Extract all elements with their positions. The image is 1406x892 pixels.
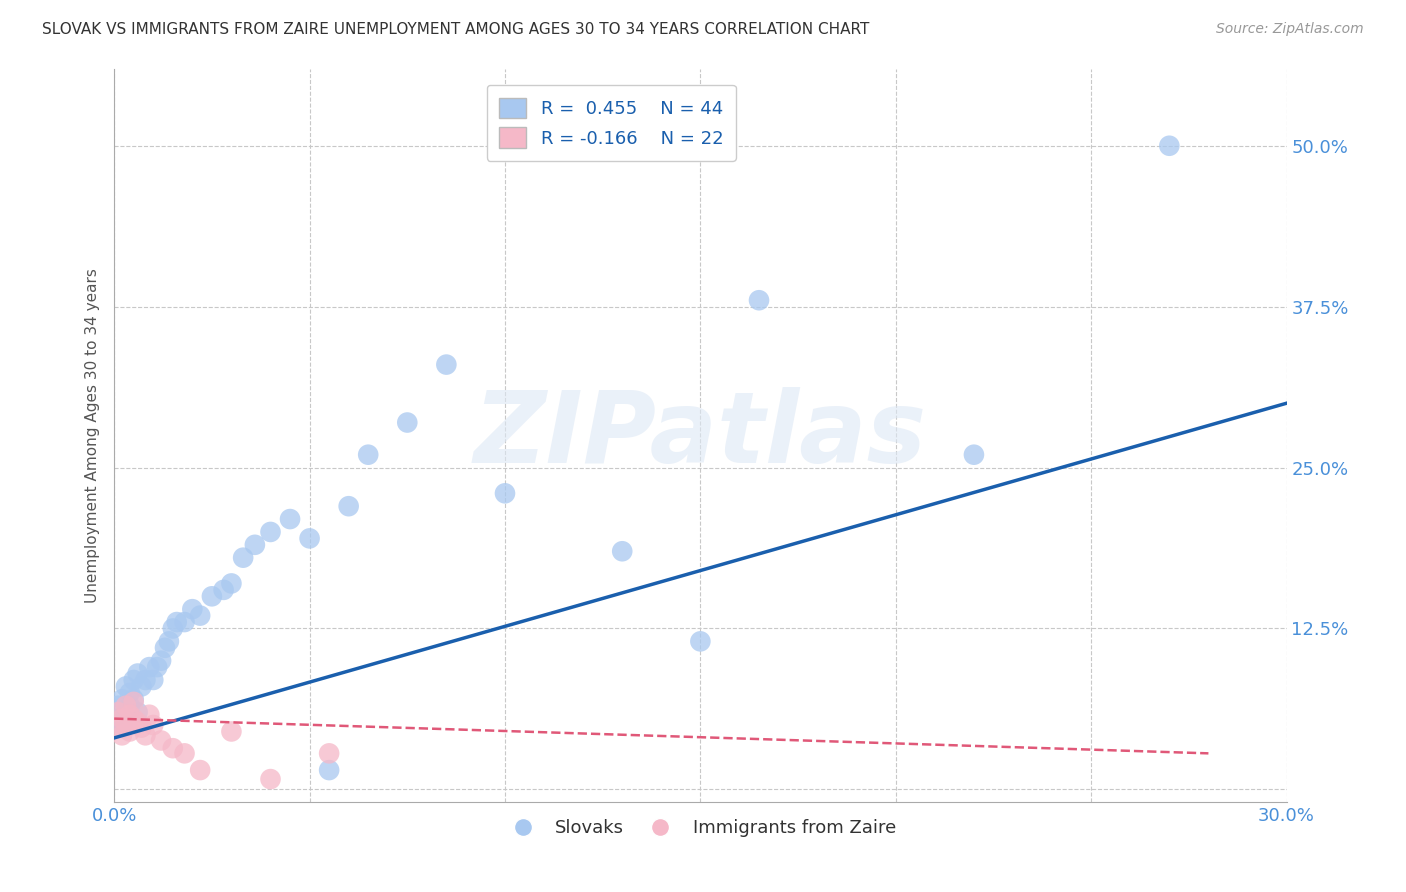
- Point: [963, 448, 986, 462]
- Point: [142, 718, 165, 732]
- Point: [111, 728, 134, 742]
- Point: [115, 705, 138, 719]
- Point: [115, 698, 138, 713]
- Text: Source: ZipAtlas.com: Source: ZipAtlas.com: [1216, 22, 1364, 37]
- Point: [173, 615, 195, 629]
- Point: [494, 486, 516, 500]
- Point: [118, 698, 141, 713]
- Point: [127, 666, 149, 681]
- Point: [153, 640, 176, 655]
- Point: [162, 622, 184, 636]
- Point: [212, 582, 235, 597]
- Point: [278, 512, 301, 526]
- Point: [166, 615, 188, 629]
- Point: [107, 705, 129, 719]
- Point: [118, 724, 141, 739]
- Point: [122, 712, 145, 726]
- Point: [138, 660, 160, 674]
- Point: [107, 698, 129, 713]
- Point: [434, 358, 457, 372]
- Point: [243, 538, 266, 552]
- Point: [612, 544, 634, 558]
- Point: [107, 721, 129, 735]
- Point: [142, 673, 165, 687]
- Point: [150, 733, 173, 747]
- Legend: Slovaks, Immigrants from Zaire: Slovaks, Immigrants from Zaire: [498, 812, 903, 845]
- Point: [259, 772, 281, 786]
- Point: [298, 532, 321, 546]
- Point: [396, 416, 419, 430]
- Point: [173, 747, 195, 761]
- Point: [201, 590, 224, 604]
- Point: [1159, 138, 1181, 153]
- Point: [150, 654, 173, 668]
- Point: [111, 718, 134, 732]
- Point: [748, 293, 770, 308]
- Point: [188, 763, 211, 777]
- Point: [134, 673, 156, 687]
- Point: [318, 747, 340, 761]
- Point: [689, 634, 711, 648]
- Y-axis label: Unemployment Among Ages 30 to 34 years: Unemployment Among Ages 30 to 34 years: [86, 268, 100, 603]
- Point: [127, 715, 149, 730]
- Point: [138, 707, 160, 722]
- Point: [127, 705, 149, 719]
- Point: [131, 721, 153, 735]
- Point: [146, 660, 169, 674]
- Point: [122, 695, 145, 709]
- Point: [221, 724, 243, 739]
- Point: [337, 499, 360, 513]
- Point: [357, 448, 380, 462]
- Point: [115, 680, 138, 694]
- Point: [118, 686, 141, 700]
- Point: [122, 673, 145, 687]
- Point: [318, 763, 340, 777]
- Point: [221, 576, 243, 591]
- Point: [134, 728, 156, 742]
- Point: [188, 608, 211, 623]
- Text: ZIPatlas: ZIPatlas: [474, 387, 927, 483]
- Point: [115, 718, 138, 732]
- Point: [107, 712, 129, 726]
- Point: [111, 692, 134, 706]
- Point: [157, 634, 180, 648]
- Point: [232, 550, 254, 565]
- Point: [181, 602, 204, 616]
- Point: [111, 712, 134, 726]
- Point: [162, 741, 184, 756]
- Point: [131, 680, 153, 694]
- Point: [259, 524, 281, 539]
- Point: [118, 707, 141, 722]
- Point: [122, 692, 145, 706]
- Text: SLOVAK VS IMMIGRANTS FROM ZAIRE UNEMPLOYMENT AMONG AGES 30 TO 34 YEARS CORRELATI: SLOVAK VS IMMIGRANTS FROM ZAIRE UNEMPLOY…: [42, 22, 869, 37]
